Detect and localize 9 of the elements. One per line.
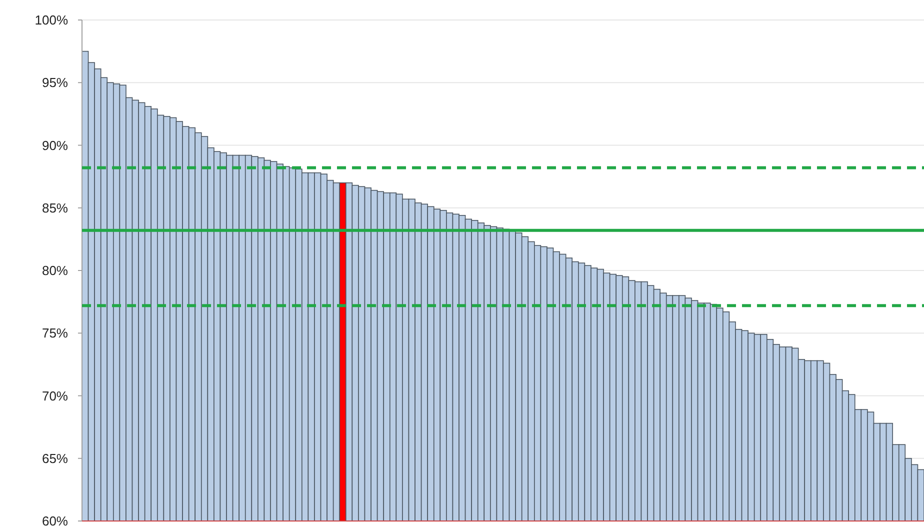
y-tick-label: 60%: [42, 514, 68, 529]
y-tick-label: 70%: [42, 388, 68, 404]
y-tick-label: 95%: [42, 75, 68, 90]
y-tick-label: 90%: [42, 138, 68, 153]
y-tick-label: 75%: [42, 326, 68, 341]
y-tick-label: 80%: [42, 263, 68, 278]
y-tick-label: 100%: [34, 12, 68, 28]
y-tick-label: 85%: [42, 200, 68, 216]
y-tick-label: 65%: [42, 450, 68, 466]
